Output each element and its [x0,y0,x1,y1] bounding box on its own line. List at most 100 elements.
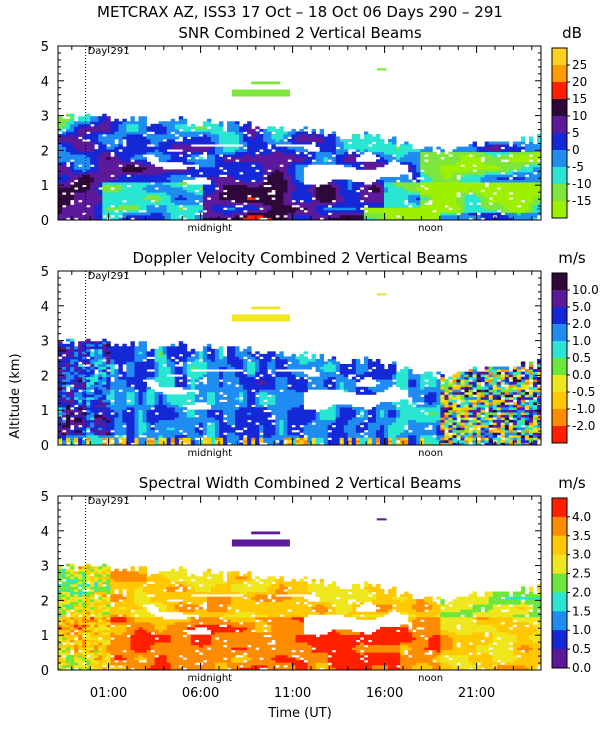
heatmap-cell [98,566,103,570]
heatmap-cell [219,381,224,388]
heatmap-cell [452,381,457,385]
heatmap-cell [62,647,67,651]
heatmap-cell [190,616,196,628]
heatmap-cell [170,182,176,188]
heatmap-cell [484,437,490,441]
heatmap-cell [315,212,321,221]
heatmap-cell [504,391,510,395]
heatmap-cell [178,123,184,130]
heatmap-cell [247,154,252,163]
heatmap-cell [251,353,256,357]
heatmap-cell [343,407,349,426]
heatmap-cell [512,141,518,145]
heatmap-cell [404,437,409,441]
heatmap-cell [508,194,514,198]
heatmap-cell [178,621,184,656]
heatmap-cell [520,417,526,421]
heatmap-cell [404,154,409,163]
heatmap-cell [303,424,308,436]
heatmap-cell [102,634,107,641]
heatmap-cell [62,432,67,436]
heatmap-cell [186,364,192,378]
heatmap-cell [239,649,244,656]
heatmap-cell [70,629,75,633]
heatmap-cell [255,664,260,671]
heatmap-cell [524,381,530,385]
heatmap-cell [106,596,111,603]
heatmap-cell [520,396,526,400]
heatmap-cell [319,144,325,153]
heatmap-cell [98,364,103,367]
heatmap-cell [122,422,127,426]
heatmap-cell [520,371,526,375]
heatmap-cell [484,399,490,403]
colorbar-swatch [552,426,567,444]
y-tick-label: 1 [41,629,49,644]
heatmap-cell [528,639,534,648]
heatmap-cell [70,616,75,620]
y-tick-label: 0 [41,664,49,679]
heatmap-cell [504,432,510,438]
heatmap-cell [138,581,143,587]
heatmap-cell [62,594,67,597]
heatmap-cell [74,422,79,428]
heatmap-cell [323,409,329,421]
heatmap-cell [448,616,453,633]
heatmap-cell [267,126,272,132]
heatmap-cell [436,404,441,421]
heatmap-cell [468,434,473,438]
heatmap-cell [452,427,457,431]
heatmap-cell [235,371,240,378]
heatmap-cell [178,131,184,137]
heatmap-cell [251,202,256,206]
heatmap-cell [432,182,437,211]
heatmap-cell [371,184,377,193]
heatmap-cell [371,611,377,615]
heatmap-cell [82,351,87,355]
heatmap-cell [484,619,490,625]
heatmap-cell [142,166,147,170]
heatmap-cell [70,116,75,120]
heatmap-cell [504,161,510,173]
heatmap-cell [198,576,204,585]
heatmap-cell [408,649,413,656]
heatmap-cell [396,371,401,388]
heatmap-cell [384,437,389,446]
heatmap-cell [231,583,236,592]
heatmap-cell [231,217,236,221]
heatmap-cell [307,422,312,443]
heatmap-cell [508,629,514,635]
heatmap-cell [359,209,365,213]
heatmap-cell [355,386,361,395]
heatmap-cell [110,121,115,135]
heatmap-cell [440,394,445,403]
heatmap-cell [504,209,510,213]
heatmap-cell [323,634,329,653]
heatmap-cell [255,182,260,188]
heatmap-cell [118,581,123,595]
y-tick-label: 0 [41,214,49,229]
heatmap-cell [335,136,341,147]
heatmap-cell [484,376,490,380]
heatmap-cell [178,207,184,211]
heatmap-cell [134,437,139,443]
heatmap-cell [259,353,264,357]
heatmap-cell [106,632,111,635]
heatmap-cell [214,583,220,595]
heatmap-cell [94,386,99,395]
heatmap-cell [170,171,176,175]
heatmap-cell [319,369,325,390]
heatmap-cell [291,371,296,375]
heatmap-cell [227,616,232,620]
heatmap-cell [94,399,99,405]
heatmap-cell [408,632,413,643]
heatmap-cell [432,657,437,661]
heatmap-cell [436,614,441,618]
heatmap-cell [178,581,184,585]
heatmap-cell [520,166,526,173]
heatmap-cell [400,594,405,597]
heatmap-cell [363,611,369,615]
heatmap-cell [247,621,252,646]
heatmap-cell [484,417,490,421]
heatmap-cell [158,394,164,421]
